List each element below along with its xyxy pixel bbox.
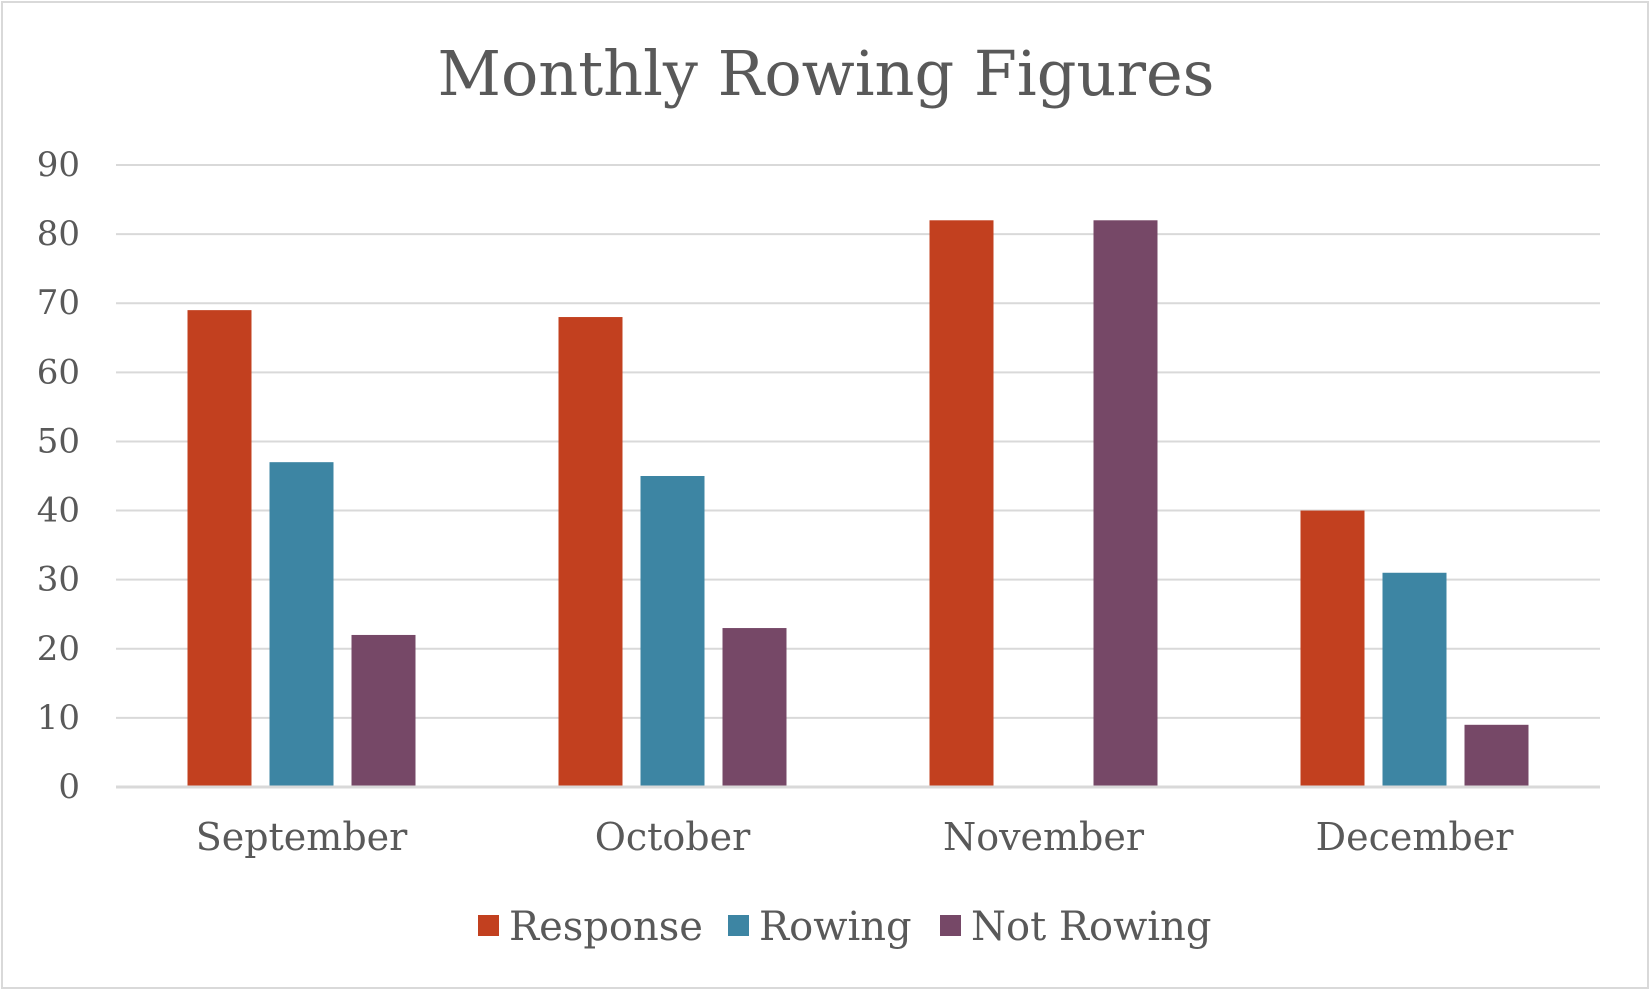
y-tick-label: 20 (37, 629, 80, 669)
legend-label: Response (509, 904, 703, 950)
gridlines (116, 164, 1600, 789)
y-tick-label: 70 (37, 283, 80, 323)
bar-not-rowing-november (1093, 220, 1158, 786)
bar-rowing-december (1382, 572, 1447, 786)
x-category-label: November (943, 815, 1145, 859)
bar-response-september (187, 310, 252, 786)
bar-rowing-september (269, 462, 334, 786)
bar-not-rowing-december (1464, 724, 1529, 786)
bar-response-december (1300, 510, 1365, 786)
legend: Response Rowing Not Rowing (478, 904, 1211, 950)
x-category-label: December (1316, 815, 1515, 859)
y-tick-label: 0 (58, 767, 80, 807)
legend-swatch (728, 915, 749, 936)
bar-rowing-october (640, 476, 705, 786)
bar-response-november (929, 220, 994, 786)
chart-title: Monthly Rowing Figures (438, 37, 1215, 110)
y-tick-label: 10 (37, 698, 80, 738)
y-tick-label: 50 (37, 421, 80, 461)
legend-item-rowing: Rowing (728, 904, 912, 950)
legend-swatch (940, 915, 961, 936)
legend-label: Not Rowing (971, 904, 1211, 950)
legend-item-response: Response (478, 904, 703, 950)
y-tick-label: 60 (37, 352, 80, 392)
y-tick-label: 90 (37, 145, 80, 185)
bar-response-october (558, 317, 623, 786)
bar-not-rowing-september (351, 634, 416, 786)
bar-not-rowing-october (722, 628, 787, 786)
legend-label: Rowing (759, 904, 912, 950)
legend-swatch (478, 915, 499, 936)
y-tick-label: 30 (37, 560, 80, 600)
x-axis-category-labels: September October November December (196, 815, 1515, 859)
y-tick-label: 80 (37, 214, 80, 254)
bars (187, 220, 1529, 786)
x-category-label: September (196, 815, 408, 859)
y-tick-label: 40 (37, 491, 80, 531)
legend-item-not-rowing: Not Rowing (940, 904, 1211, 950)
x-category-label: October (595, 815, 751, 859)
y-axis-tick-labels: 0 10 20 30 40 50 60 70 80 90 (37, 145, 80, 807)
